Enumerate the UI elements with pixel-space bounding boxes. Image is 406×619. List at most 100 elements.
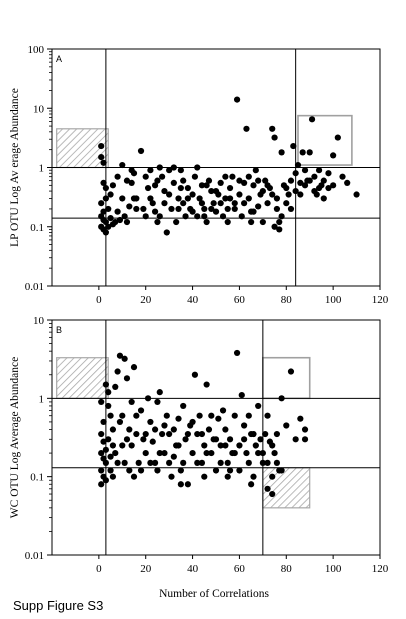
panel-a-data-point-65	[222, 195, 229, 202]
panel-b-data-point-65	[222, 426, 229, 433]
panel-a-data-point-109	[334, 134, 341, 141]
panel-b-data-point-94	[301, 426, 309, 433]
panel-a-x-tick-label-5: 100	[325, 294, 342, 306]
panel-a-data-point-54	[196, 195, 203, 202]
panel-b-data-point-85	[269, 473, 276, 480]
panel-a-data-point-7	[100, 208, 107, 215]
panel-a-data-point-89	[278, 149, 285, 156]
panel-b-data-point-40	[163, 412, 170, 419]
panel-b-data-point-42	[168, 473, 175, 480]
panel-b-data-point-113	[156, 449, 163, 457]
panel-b-data-point-138	[273, 459, 281, 466]
panel-a-data-point-125	[170, 164, 177, 171]
panel-a-data-point-22	[119, 195, 126, 202]
panel-b-data-point-21	[119, 412, 126, 419]
panel-b-data-point-125	[212, 436, 220, 443]
panel-b-data-point-116	[170, 453, 177, 460]
panel-b-data-point-43	[170, 426, 177, 433]
panel-b-y-tick-label-0: 0.01	[25, 550, 44, 562]
panel-a-y-tick-label-3: 10	[33, 103, 45, 115]
panel-b-data-point-70	[233, 349, 241, 357]
panel-b-data-point-16	[109, 473, 117, 480]
panel-a-data-point-97	[299, 149, 306, 156]
panel-b-data-point-77	[250, 473, 257, 480]
panel-b-data-point-2	[98, 430, 105, 438]
panel-b-data-point-54	[196, 412, 203, 419]
panel-b-data-point-114	[161, 422, 168, 429]
panel-b-data-point-118	[180, 459, 187, 466]
panel-b-data-point-55	[198, 459, 206, 466]
panel-b-data-point-71	[236, 442, 243, 449]
panel-b-x-tick-label-2: 40	[187, 563, 199, 575]
panel-a-data-point-35	[151, 208, 159, 215]
panel-b-data-point-141	[154, 467, 161, 474]
panel-a-data-point-152	[294, 161, 302, 169]
panel-a-data-point-77	[250, 182, 257, 189]
panel-b-data-point-11	[98, 481, 105, 488]
panel-a-data-point-30	[140, 205, 147, 213]
panel-b-data-point-34	[149, 438, 156, 445]
panel-a-data-point-123	[161, 200, 168, 207]
panel-a-data-point-165	[224, 218, 231, 226]
panel-b-data-point-18	[112, 383, 119, 390]
panel-a-data-point-51	[189, 191, 196, 198]
panel-a-data-point-2	[100, 159, 107, 166]
panel-a-data-point-44	[173, 218, 180, 226]
panel-b-data-point-39	[161, 449, 168, 457]
panel-a-data-point-64	[219, 213, 227, 220]
panel-b-data-point-15	[107, 467, 114, 474]
panel-a-data-point-110	[339, 173, 346, 180]
panel-b-data-point-49	[184, 481, 191, 488]
panel-a-data-point-100	[306, 149, 313, 156]
panel-a-data-point-69	[231, 200, 238, 207]
panel-b-data-point-58	[205, 426, 213, 433]
panel-a-data-point-141	[245, 173, 252, 180]
panel-a-data-point-26	[128, 179, 135, 186]
panel-b-data-point-131	[241, 436, 248, 443]
panel-b-data-point-75	[245, 459, 252, 466]
panel-b-data-point-97	[105, 389, 112, 396]
panel-a-y-tick-label-1: 0.1	[30, 222, 44, 234]
panel-b-data-point-129	[231, 449, 238, 457]
panel-b-data-point-22	[121, 355, 128, 362]
panel-b-data-point-99	[109, 426, 117, 433]
panel-a-data-point-60	[210, 200, 217, 207]
panel-a-data-point-160	[330, 182, 337, 189]
panel-a-data-point-0	[98, 142, 105, 150]
panel-a-data-point-34	[149, 200, 156, 207]
panel-b-data-point-23	[123, 375, 131, 382]
panel-a-data-point-101	[308, 116, 316, 123]
panel-b-data-point-122	[198, 430, 206, 438]
panel-a-data-point-58	[205, 177, 213, 184]
panel-a-data-point-112	[353, 191, 360, 198]
panel-a-data-point-20	[114, 208, 121, 215]
panel-b-data-point-0	[98, 398, 105, 406]
panel-b-data-point-52	[191, 371, 199, 378]
panel-b-data-point-5	[98, 449, 105, 457]
panel-a-data-point-135	[217, 200, 224, 207]
panel-a-data-point-124	[166, 167, 173, 174]
panel-a-data-point-142	[250, 208, 257, 215]
panel-a-data-point-23	[121, 213, 128, 220]
panel-a-data-point-42	[168, 205, 175, 213]
panel-b-data-point-30	[140, 436, 147, 443]
panel-b-data-point-120	[189, 418, 196, 426]
panel-a-data-point-148	[278, 213, 285, 220]
panel-b-data-point-61	[212, 467, 220, 474]
panel-b-data-point-29	[137, 407, 145, 414]
panel-a-data-point-118	[133, 205, 140, 213]
panel-a-data-point-162	[154, 218, 161, 226]
panel-a-x-tick-label-2: 40	[187, 294, 199, 306]
panel-b-data-point-127	[222, 442, 229, 449]
panel-b-y-tick-label-2: 1	[39, 393, 45, 405]
panel-a-data-point-56	[201, 205, 208, 213]
panel-a-data-point-68	[229, 173, 236, 180]
panel-a-data-point-49	[184, 184, 191, 192]
panel-b-data-point-45	[175, 415, 182, 422]
panel-a-data-point-136	[222, 173, 229, 180]
panel-a-data-point-139	[236, 177, 243, 184]
panel-b-data-point-20	[116, 352, 124, 359]
panel-b-data-point-111	[147, 459, 154, 466]
panel-a-data-point-82	[262, 177, 269, 184]
panel-b-data-point-87	[273, 430, 281, 438]
